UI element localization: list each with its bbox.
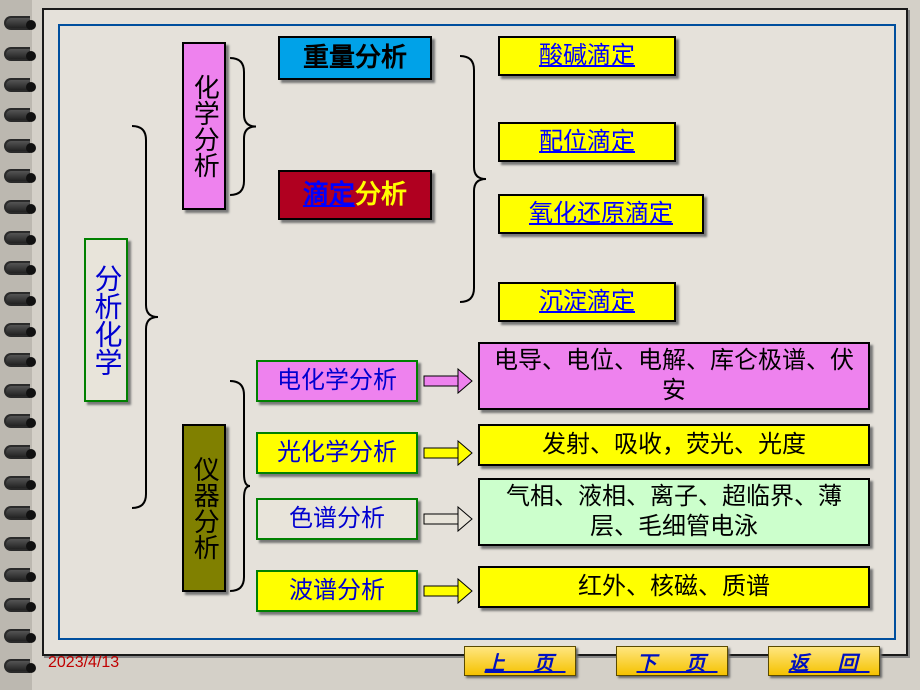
node-gravimetric: 重量分析 [278,36,432,80]
node-instr-method-1: 光化学分析 [256,432,418,474]
node-instrumental-analysis-label: 仪器分析 [188,456,221,560]
node-instr-detail-1: 发射、吸收，荧光、光度 [478,424,870,466]
node-instr-detail-0: 电导、电位、电解、库仑极谱、伏安 [478,342,870,410]
node-chemical-analysis: 化学分析 [182,42,226,210]
node-instr-method-0: 电化学分析 [256,360,418,402]
spiral-binding [0,0,32,690]
diagram-canvas: 分析化学 化学分析 仪器分析 重量分析 滴定分析 酸碱滴定配位滴定氧化还原滴定 [60,26,894,638]
nav-bar: 上 页 下 页 返 回 [464,646,880,676]
date-label: 2023/4/13 [48,654,119,672]
content-frame: 分析化学 化学分析 仪器分析 重量分析 滴定分析 酸碱滴定配位滴定氧化还原滴定 [58,24,896,640]
node-titration-item-2[interactable]: 氧化还原滴定 [498,194,704,234]
node-instr-method-2: 色谱分析 [256,498,418,540]
prev-button[interactable]: 上 页 [464,646,576,676]
node-titration-label-post: 分析 [355,180,407,209]
node-instrumental-analysis: 仪器分析 [182,424,226,592]
node-titration-item-3[interactable]: 沉淀滴定 [498,282,676,322]
node-gravimetric-label: 重量分析 [303,42,407,75]
back-button[interactable]: 返 回 [768,646,880,676]
node-instr-detail-3: 红外、核磁、质谱 [478,566,870,608]
node-titration-item-0[interactable]: 酸碱滴定 [498,36,676,76]
node-titration[interactable]: 滴定分析 [278,170,432,220]
node-titration-label-pre: 滴定 [303,180,355,209]
next-button[interactable]: 下 页 [616,646,728,676]
node-root-label: 分析化学 [89,264,124,376]
node-chemical-analysis-label: 化学分析 [188,74,221,178]
node-instr-method-3: 波谱分析 [256,570,418,612]
node-instr-detail-2: 气相、液相、离子、超临界、薄层、毛细管电泳 [478,478,870,546]
node-titration-item-1[interactable]: 配位滴定 [498,122,676,162]
page: 分析化学 化学分析 仪器分析 重量分析 滴定分析 酸碱滴定配位滴定氧化还原滴定 [42,8,908,656]
node-root: 分析化学 [84,238,128,402]
